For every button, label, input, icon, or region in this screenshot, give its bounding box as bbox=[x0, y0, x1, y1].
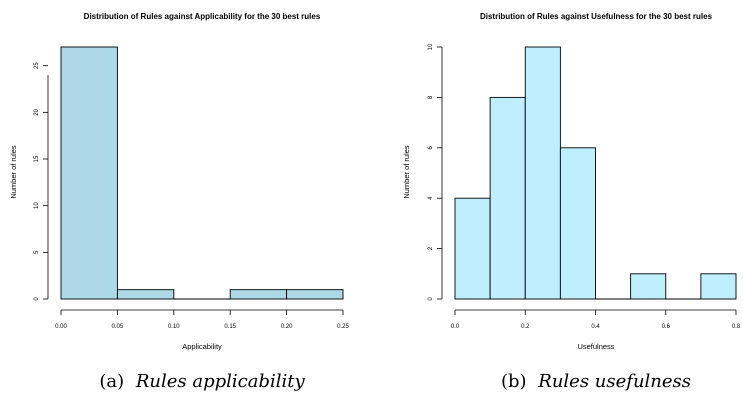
y-tick-label: 0 bbox=[428, 297, 434, 301]
x-tick-label: 0.6 bbox=[662, 324, 671, 330]
y-tick-label: 2 bbox=[428, 246, 434, 250]
chart-applicability: Distribution of Rules against Applicabil… bbox=[9, 12, 349, 392]
chart-usefulness: Distribution of Rules against Usefulness… bbox=[402, 12, 741, 392]
y-tick-label: 10 bbox=[428, 43, 434, 50]
histogram-bar bbox=[559, 147, 596, 300]
chart-a-y-ticks: 0 5 10 15 20 25 bbox=[34, 62, 48, 301]
x-tick-label: 0.2 bbox=[521, 324, 530, 330]
chart-b-title: Distribution of Rules against Usefulness… bbox=[480, 12, 713, 21]
caption-b-text: Rules usefulness bbox=[537, 371, 691, 392]
chart-a-bars bbox=[60, 46, 344, 300]
x-tick-label: 0.8 bbox=[732, 324, 741, 330]
y-tick-label: 15 bbox=[34, 155, 40, 162]
histogram-bar bbox=[286, 289, 344, 300]
x-tick-label: 0.10 bbox=[168, 324, 180, 330]
x-tick-label: 0.00 bbox=[55, 324, 67, 330]
y-tick-label: 10 bbox=[34, 202, 40, 209]
histogram-bar bbox=[229, 289, 288, 300]
histogram-bar bbox=[524, 46, 561, 300]
chart-b-bars bbox=[454, 46, 737, 300]
y-tick-label: 6 bbox=[428, 145, 434, 149]
x-tick-label: 0.05 bbox=[112, 324, 124, 330]
caption-a-prefix: (a) bbox=[99, 371, 124, 392]
y-tick-label: 5 bbox=[34, 250, 40, 254]
y-tick-label: 20 bbox=[34, 108, 40, 115]
histogram-bar bbox=[116, 289, 175, 300]
chart-a-title: Distribution of Rules against Applicabil… bbox=[84, 12, 321, 21]
chart-b-x-label: Usefulness bbox=[577, 342, 614, 351]
chart-a-x-label: Applicability bbox=[182, 342, 222, 351]
y-tick-label: 4 bbox=[428, 196, 434, 200]
y-tick-label: 0 bbox=[34, 297, 40, 301]
chart-b-y-label: Number of rules bbox=[402, 145, 411, 199]
y-tick-label: 8 bbox=[428, 95, 434, 99]
histogram-bar bbox=[700, 273, 737, 300]
histogram-bar bbox=[60, 46, 118, 300]
chart-b-x-ticks: 0.0 0.2 0.4 0.6 0.8 bbox=[451, 310, 741, 330]
histogram-bar bbox=[454, 197, 491, 300]
y-tick-label: 25 bbox=[34, 62, 40, 69]
chart-a-x-ticks: 0.00 0.05 0.10 0.15 0.20 0.25 bbox=[55, 310, 349, 330]
histogram-bar bbox=[489, 96, 526, 300]
caption-b-prefix: (b) bbox=[501, 371, 527, 392]
caption-b: (b) Rules usefulness bbox=[501, 371, 691, 392]
x-tick-label: 0.25 bbox=[337, 324, 349, 330]
histogram-bar bbox=[630, 273, 667, 300]
x-tick-label: 0.4 bbox=[591, 324, 600, 330]
x-tick-label: 0.0 bbox=[451, 324, 460, 330]
x-tick-label: 0.20 bbox=[281, 324, 293, 330]
chart-a-y-label: Number of rules bbox=[9, 145, 18, 199]
x-tick-label: 0.15 bbox=[224, 324, 236, 330]
caption-a-text: Rules applicability bbox=[135, 371, 306, 392]
caption-a: (a) Rules applicability bbox=[99, 371, 305, 392]
chart-b-y-ticks: 0 2 4 6 8 10 bbox=[428, 43, 442, 301]
